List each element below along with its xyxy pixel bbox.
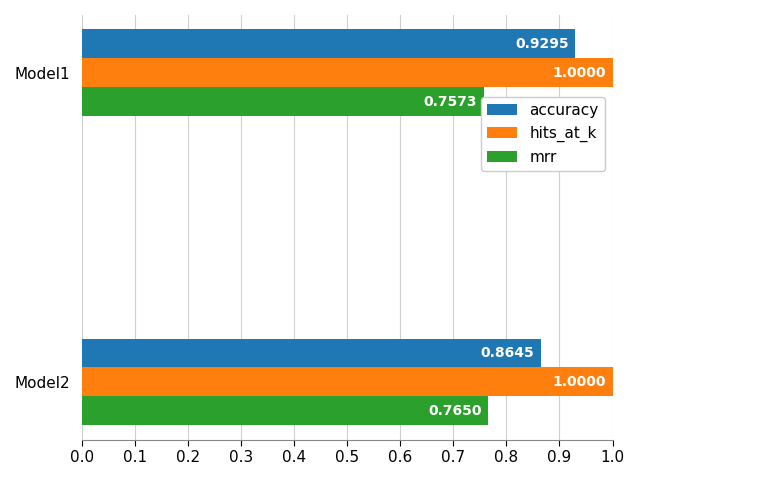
- Text: 0.7573: 0.7573: [424, 95, 477, 108]
- Text: 0.8645: 0.8645: [480, 346, 534, 360]
- Bar: [82, 87, 484, 116]
- Bar: [82, 29, 575, 58]
- Bar: [82, 338, 541, 368]
- Text: 0.9295: 0.9295: [515, 37, 569, 51]
- Legend: accuracy, hits_at_k, mrr: accuracy, hits_at_k, mrr: [480, 97, 605, 171]
- Text: 0.7650: 0.7650: [428, 404, 481, 418]
- Text: 1.0000: 1.0000: [553, 66, 606, 80]
- Bar: [82, 58, 612, 87]
- Text: 1.0000: 1.0000: [553, 375, 606, 389]
- Bar: [82, 368, 612, 396]
- Bar: [82, 396, 488, 425]
